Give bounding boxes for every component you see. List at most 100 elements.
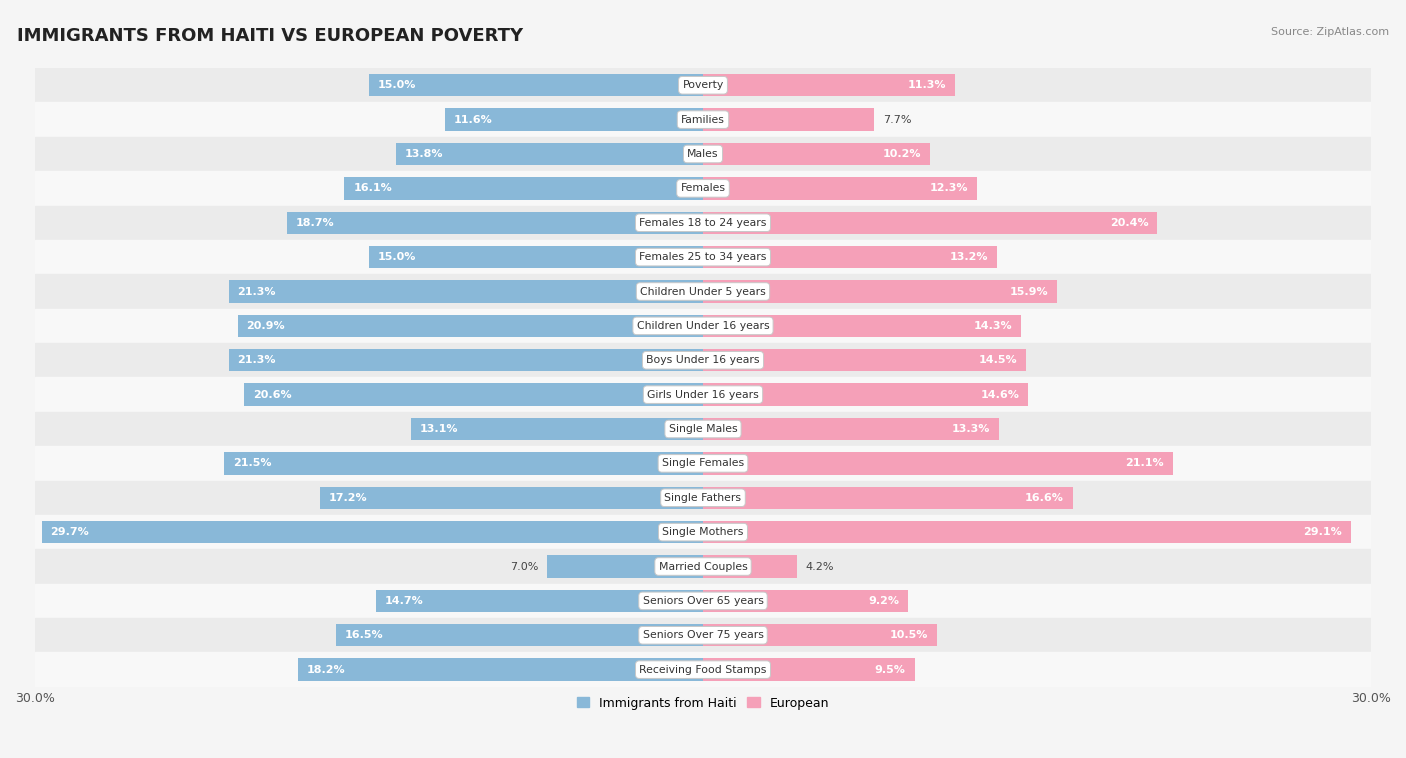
Bar (35, 412, 1371, 446)
Text: Single Fathers: Single Fathers (665, 493, 741, 503)
Bar (35, 102, 1371, 136)
Text: 12.3%: 12.3% (929, 183, 967, 193)
Bar (703, 590, 908, 612)
Bar (344, 177, 703, 199)
Text: Poverty: Poverty (682, 80, 724, 90)
Bar (703, 556, 797, 578)
Bar (35, 584, 1371, 618)
Text: Single Females: Single Females (662, 459, 744, 468)
Text: 29.7%: 29.7% (51, 527, 89, 537)
Text: 9.5%: 9.5% (875, 665, 905, 675)
Bar (703, 280, 1057, 302)
Text: 13.2%: 13.2% (949, 252, 988, 262)
Text: 21.5%: 21.5% (233, 459, 271, 468)
Text: 15.9%: 15.9% (1010, 287, 1047, 296)
Text: 20.9%: 20.9% (246, 321, 285, 331)
Bar (703, 659, 914, 681)
Bar (229, 349, 703, 371)
Text: 7.7%: 7.7% (883, 114, 912, 124)
Bar (703, 521, 1351, 543)
Bar (703, 108, 875, 131)
Text: 14.5%: 14.5% (979, 356, 1017, 365)
Text: Females 18 to 24 years: Females 18 to 24 years (640, 218, 766, 227)
Text: Children Under 16 years: Children Under 16 years (637, 321, 769, 331)
Text: 15.0%: 15.0% (378, 252, 416, 262)
Text: 16.5%: 16.5% (344, 630, 382, 641)
Bar (703, 384, 1028, 406)
Text: 10.5%: 10.5% (890, 630, 928, 641)
Bar (35, 240, 1371, 274)
Text: 9.2%: 9.2% (868, 596, 898, 606)
Bar (35, 309, 1371, 343)
Bar (703, 349, 1026, 371)
Text: 14.3%: 14.3% (974, 321, 1012, 331)
Text: 16.6%: 16.6% (1025, 493, 1064, 503)
Text: Females: Females (681, 183, 725, 193)
Bar (224, 453, 703, 475)
Bar (703, 487, 1073, 509)
Text: 20.4%: 20.4% (1109, 218, 1149, 227)
Text: Females 25 to 34 years: Females 25 to 34 years (640, 252, 766, 262)
Text: Girls Under 16 years: Girls Under 16 years (647, 390, 759, 399)
Bar (368, 74, 703, 96)
Text: 13.1%: 13.1% (420, 424, 458, 434)
Text: 13.3%: 13.3% (952, 424, 990, 434)
Text: 14.6%: 14.6% (980, 390, 1019, 399)
Bar (35, 618, 1371, 653)
Text: Seniors Over 75 years: Seniors Over 75 years (643, 630, 763, 641)
Bar (412, 418, 703, 440)
Text: 18.2%: 18.2% (307, 665, 346, 675)
Bar (703, 418, 1000, 440)
Bar (703, 246, 997, 268)
Bar (42, 521, 703, 543)
Text: 18.7%: 18.7% (295, 218, 335, 227)
Bar (703, 143, 931, 165)
Text: Single Mothers: Single Mothers (662, 527, 744, 537)
Bar (703, 177, 977, 199)
Text: 21.3%: 21.3% (238, 356, 276, 365)
Text: 21.3%: 21.3% (238, 287, 276, 296)
Text: IMMIGRANTS FROM HAITI VS EUROPEAN POVERTY: IMMIGRANTS FROM HAITI VS EUROPEAN POVERT… (17, 27, 523, 45)
Text: 4.2%: 4.2% (806, 562, 834, 572)
Text: Married Couples: Married Couples (658, 562, 748, 572)
Bar (395, 143, 703, 165)
Bar (703, 315, 1021, 337)
Text: 29.1%: 29.1% (1303, 527, 1343, 537)
Bar (35, 343, 1371, 377)
Bar (336, 624, 703, 647)
Bar (703, 453, 1173, 475)
Text: 11.3%: 11.3% (907, 80, 946, 90)
Text: 11.6%: 11.6% (454, 114, 492, 124)
Bar (321, 487, 703, 509)
Text: Children Under 5 years: Children Under 5 years (640, 287, 766, 296)
Bar (547, 556, 703, 578)
Text: Families: Families (681, 114, 725, 124)
Bar (703, 211, 1157, 234)
Text: 15.0%: 15.0% (378, 80, 416, 90)
Text: 16.1%: 16.1% (353, 183, 392, 193)
Text: 13.8%: 13.8% (405, 149, 443, 159)
Bar (35, 274, 1371, 309)
Bar (238, 315, 703, 337)
Bar (375, 590, 703, 612)
Text: 17.2%: 17.2% (329, 493, 367, 503)
Bar (229, 280, 703, 302)
Bar (35, 377, 1371, 412)
Bar (35, 171, 1371, 205)
Text: 20.6%: 20.6% (253, 390, 292, 399)
Bar (444, 108, 703, 131)
Text: Receiving Food Stamps: Receiving Food Stamps (640, 665, 766, 675)
Text: Seniors Over 65 years: Seniors Over 65 years (643, 596, 763, 606)
Bar (35, 550, 1371, 584)
Bar (298, 659, 703, 681)
Legend: Immigrants from Haiti, European: Immigrants from Haiti, European (572, 691, 834, 715)
Bar (35, 205, 1371, 240)
Text: Source: ZipAtlas.com: Source: ZipAtlas.com (1271, 27, 1389, 36)
Bar (35, 446, 1371, 481)
Bar (368, 246, 703, 268)
Text: 7.0%: 7.0% (510, 562, 538, 572)
Text: Boys Under 16 years: Boys Under 16 years (647, 356, 759, 365)
Text: Single Males: Single Males (669, 424, 737, 434)
Bar (35, 515, 1371, 550)
Text: 10.2%: 10.2% (883, 149, 921, 159)
